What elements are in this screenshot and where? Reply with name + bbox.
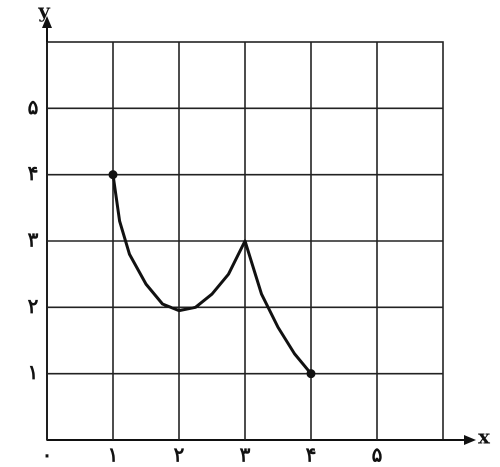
y-tick-label: ۵ (28, 95, 39, 119)
x-tick-label: ۰ (42, 443, 53, 467)
y-arrow (42, 16, 52, 28)
x-tick-label: ۲ (174, 443, 185, 467)
y-tick-label: ۱ (28, 360, 39, 384)
x-arrow (464, 435, 476, 445)
x-tick-label: ۳ (240, 443, 251, 467)
x-axis-label: x (478, 425, 491, 449)
x-tick-label: ۴ (306, 443, 317, 467)
y-axis-label: y (37, 0, 51, 23)
y-tick-label: ۳ (28, 228, 39, 252)
end-point (306, 369, 316, 379)
x-tick-label: ۱ (108, 443, 119, 467)
y-tick-label: ۴ (28, 161, 39, 185)
y-tick-label: ۲ (28, 294, 39, 318)
x-tick-label: ۵ (372, 443, 383, 467)
end-point (108, 170, 118, 180)
curve (111, 174, 313, 375)
